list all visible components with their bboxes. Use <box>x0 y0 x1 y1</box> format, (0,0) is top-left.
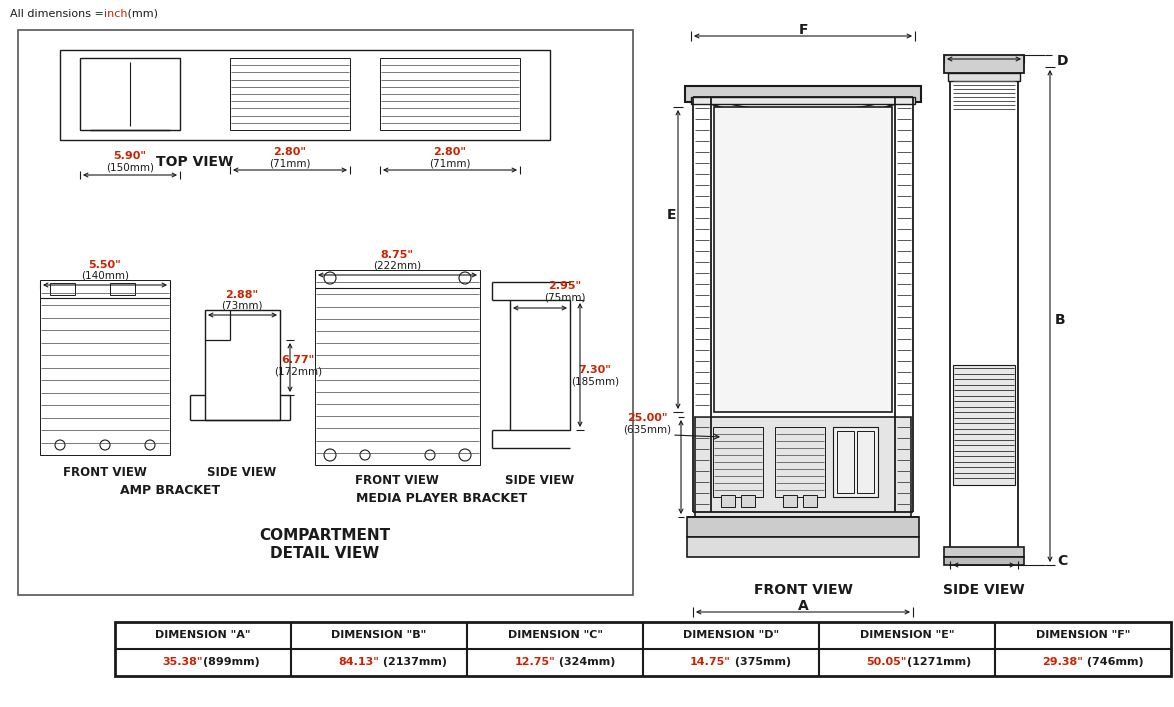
Bar <box>110 283 135 295</box>
Bar <box>741 495 755 507</box>
Bar <box>684 86 920 102</box>
Text: (899mm): (899mm) <box>203 657 259 667</box>
Text: (635mm): (635mm) <box>623 425 672 435</box>
Bar <box>695 417 911 517</box>
Bar <box>205 310 281 420</box>
Bar <box>783 495 797 507</box>
Bar <box>230 58 350 130</box>
Text: FRONT VIEW: FRONT VIEW <box>355 474 439 486</box>
Bar <box>713 427 763 497</box>
Text: DIMENSION "A": DIMENSION "A" <box>155 630 251 640</box>
Text: SIDE VIEW: SIDE VIEW <box>208 465 277 479</box>
Text: (mm): (mm) <box>124 9 158 19</box>
Text: (2137mm): (2137mm) <box>379 657 447 667</box>
Text: 6.77": 6.77" <box>282 355 315 365</box>
Text: FRONT VIEW: FRONT VIEW <box>63 465 147 479</box>
Bar <box>691 97 915 104</box>
Text: (185mm): (185mm) <box>571 377 619 387</box>
Text: (73mm): (73mm) <box>221 301 263 311</box>
Text: B: B <box>1054 313 1065 327</box>
Text: DIMENSION "E": DIMENSION "E" <box>859 630 954 640</box>
Bar <box>944 547 1024 557</box>
Text: (71mm): (71mm) <box>269 158 311 168</box>
Bar <box>510 300 571 430</box>
Text: 29.38": 29.38" <box>1043 657 1082 667</box>
Text: FRONT VIEW: FRONT VIEW <box>754 583 852 597</box>
Text: COMPARTMENT: COMPARTMENT <box>259 527 391 542</box>
Bar <box>857 431 873 493</box>
Text: AMP BRACKET: AMP BRACKET <box>120 484 220 496</box>
Text: (746mm): (746mm) <box>1082 657 1143 667</box>
Bar <box>60 50 549 140</box>
Bar <box>950 67 1018 565</box>
Bar <box>687 517 919 537</box>
Text: 5.50": 5.50" <box>88 260 121 270</box>
Text: MEDIA PLAYER BRACKET: MEDIA PLAYER BRACKET <box>357 491 527 505</box>
Text: All dimensions =: All dimensions = <box>11 9 107 19</box>
Bar <box>115 622 1170 676</box>
Text: (324mm): (324mm) <box>555 657 615 667</box>
Text: 25.00": 25.00" <box>627 413 667 423</box>
Bar <box>18 30 633 595</box>
Bar <box>40 280 170 455</box>
Text: F: F <box>798 23 808 37</box>
Bar <box>944 557 1024 565</box>
Text: (375mm): (375mm) <box>731 657 791 667</box>
Bar <box>953 365 1016 485</box>
Text: 2.88": 2.88" <box>225 290 258 300</box>
Bar <box>944 55 1024 73</box>
Bar <box>80 58 180 130</box>
Text: 2.95": 2.95" <box>548 281 581 291</box>
Text: 35.38": 35.38" <box>162 657 203 667</box>
Text: (140mm): (140mm) <box>81 271 129 281</box>
Text: C: C <box>1057 554 1067 568</box>
Text: 7.30": 7.30" <box>579 365 612 375</box>
Text: inch: inch <box>104 9 128 19</box>
Bar <box>721 495 735 507</box>
Bar <box>714 107 892 412</box>
Text: (222mm): (222mm) <box>373 261 421 271</box>
Text: DIMENSION "D": DIMENSION "D" <box>683 630 780 640</box>
Text: 84.13": 84.13" <box>338 657 379 667</box>
Text: DETAIL VIEW: DETAIL VIEW <box>270 546 379 561</box>
Bar <box>687 537 919 557</box>
Text: SIDE VIEW: SIDE VIEW <box>505 474 574 486</box>
Bar <box>803 495 817 507</box>
Bar <box>834 427 878 497</box>
Text: 12.75": 12.75" <box>514 657 555 667</box>
Text: SIDE VIEW: SIDE VIEW <box>943 583 1025 597</box>
Text: DIMENSION "B": DIMENSION "B" <box>331 630 426 640</box>
Bar <box>775 427 825 497</box>
Text: DIMENSION "F": DIMENSION "F" <box>1035 630 1131 640</box>
Bar <box>837 431 853 493</box>
Bar <box>380 58 520 130</box>
Text: 5.90": 5.90" <box>114 151 147 161</box>
Text: (71mm): (71mm) <box>430 158 471 168</box>
Text: A: A <box>797 599 809 613</box>
Text: 8.75": 8.75" <box>380 250 413 260</box>
Bar <box>947 73 1020 81</box>
Bar <box>315 270 480 465</box>
Text: 14.75": 14.75" <box>690 657 731 667</box>
Text: (75mm): (75mm) <box>545 292 586 302</box>
Text: (172mm): (172mm) <box>274 367 322 377</box>
Text: E: E <box>667 208 676 222</box>
Text: 2.80": 2.80" <box>274 147 306 157</box>
Text: DIMENSION "C": DIMENSION "C" <box>507 630 602 640</box>
Text: (150mm): (150mm) <box>106 162 154 172</box>
Text: 50.05": 50.05" <box>866 657 908 667</box>
Text: (1271mm): (1271mm) <box>908 657 971 667</box>
Bar <box>50 283 75 295</box>
Text: TOP VIEW: TOP VIEW <box>156 155 234 169</box>
Text: D: D <box>1057 54 1067 68</box>
Text: 2.80": 2.80" <box>433 147 466 157</box>
